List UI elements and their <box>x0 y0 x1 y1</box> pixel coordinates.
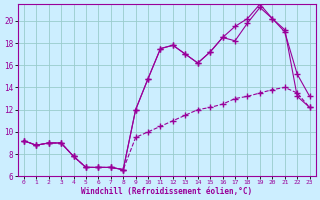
X-axis label: Windchill (Refroidissement éolien,°C): Windchill (Refroidissement éolien,°C) <box>81 187 252 196</box>
